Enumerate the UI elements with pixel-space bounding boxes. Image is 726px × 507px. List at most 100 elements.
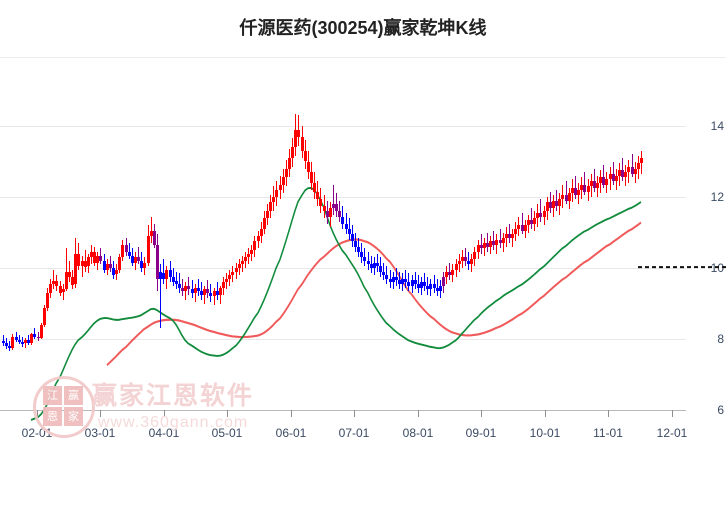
candle-body [143, 262, 146, 268]
candle-wick [333, 184, 334, 215]
candle-body [62, 289, 65, 293]
candle-body [84, 260, 87, 268]
x-axis-tick-07-01: 07-01 [338, 426, 370, 440]
candle-body [480, 244, 483, 249]
candle-body [530, 220, 533, 224]
candle-body [257, 236, 260, 242]
candle-body [115, 269, 118, 275]
candle-body [40, 324, 43, 338]
candle-body [90, 252, 93, 258]
candle-body [571, 188, 574, 194]
candle-body [370, 264, 373, 268]
candle-body [172, 276, 175, 283]
candle-body [492, 241, 495, 245]
candle-wick [500, 228, 501, 249]
candle-body [379, 266, 382, 272]
gridline-10 [0, 268, 686, 269]
candle-body [187, 285, 190, 290]
ma-short-line [30, 186, 642, 421]
candle-body [175, 281, 178, 284]
candle-body [282, 177, 285, 185]
candle-body [150, 230, 153, 237]
candle-body [316, 191, 319, 199]
candle-body [11, 337, 14, 348]
brand-seal-icon: 江 赢 恩 家 [33, 376, 95, 438]
candle-body [125, 244, 128, 253]
candle-body [260, 228, 263, 237]
candle-body [253, 241, 256, 251]
candle-wick [185, 282, 186, 300]
candle-body [574, 188, 577, 196]
x-axis-tick-09-01: 09-01 [465, 426, 497, 440]
candle-body [228, 275, 231, 279]
candle-body [294, 129, 297, 148]
watermark-brand: 赢家江恩软件 [92, 382, 255, 410]
candle-body [429, 283, 432, 290]
seal-characters: 江 赢 恩 家 [43, 386, 83, 426]
candle-body [433, 283, 436, 288]
candle-body [59, 286, 62, 293]
candle-wick [556, 189, 557, 212]
candle-body [341, 216, 344, 224]
gridline-14 [0, 126, 686, 127]
candle-body [423, 282, 426, 286]
candle-body [209, 292, 212, 297]
candle-body [417, 283, 420, 288]
candle-body [527, 220, 530, 226]
gridline-6 [0, 410, 686, 411]
candlestick-series [0, 57, 726, 507]
candle-wick [603, 165, 604, 189]
candle-wick [487, 232, 488, 253]
candle-body [140, 260, 143, 268]
candle-wick [179, 273, 180, 293]
candle-body [609, 173, 612, 180]
x-axis-tick-mark-04-01 [164, 410, 165, 417]
candle-wick [512, 228, 513, 247]
candle-body [181, 287, 184, 292]
candle-body [285, 168, 288, 178]
candle-body [216, 291, 219, 295]
candle-body [458, 260, 461, 265]
candle-body [549, 202, 552, 208]
candle-body [596, 182, 599, 189]
x-axis-tick-mark-03-01 [100, 410, 101, 417]
candle-body [5, 343, 8, 347]
candle-body [583, 184, 586, 192]
candle-body [552, 200, 555, 208]
candle-wick [522, 212, 523, 235]
candle-body [483, 243, 486, 249]
candle-body [335, 204, 338, 212]
candle-body [439, 285, 442, 292]
x-axis-tick-mark-12-01 [672, 410, 673, 417]
candle-body [74, 253, 77, 284]
candle-body [52, 281, 55, 284]
candle-body [37, 336, 40, 339]
candle-body [367, 260, 370, 265]
candle-body [470, 259, 473, 265]
page-title: 仟源医药(300254)赢家乾坤K线 [239, 18, 487, 38]
candle-body [225, 278, 228, 283]
candle-wick [214, 287, 215, 306]
candle-wick [151, 216, 152, 244]
candle-body [389, 278, 392, 283]
candle-body [395, 276, 398, 281]
candle-body [288, 157, 291, 169]
candle-body [354, 241, 357, 247]
candle-body [332, 204, 335, 208]
candle-wick [160, 264, 161, 329]
x-axis-tick-05-01: 05-01 [211, 426, 243, 440]
gridline-8 [0, 339, 686, 340]
candle-body [99, 255, 102, 261]
candle-body [247, 253, 250, 258]
candle-body [448, 271, 451, 276]
candle-wick [509, 223, 510, 244]
candle-body [426, 285, 429, 290]
candle-body [191, 289, 194, 293]
watermark-url: www.360gann.com [98, 414, 249, 431]
candle-body [568, 193, 571, 201]
candle-body [134, 257, 137, 263]
candle-body [521, 225, 524, 231]
candle-wick [163, 259, 164, 284]
candle-body [473, 252, 476, 260]
candle-body [109, 264, 112, 268]
